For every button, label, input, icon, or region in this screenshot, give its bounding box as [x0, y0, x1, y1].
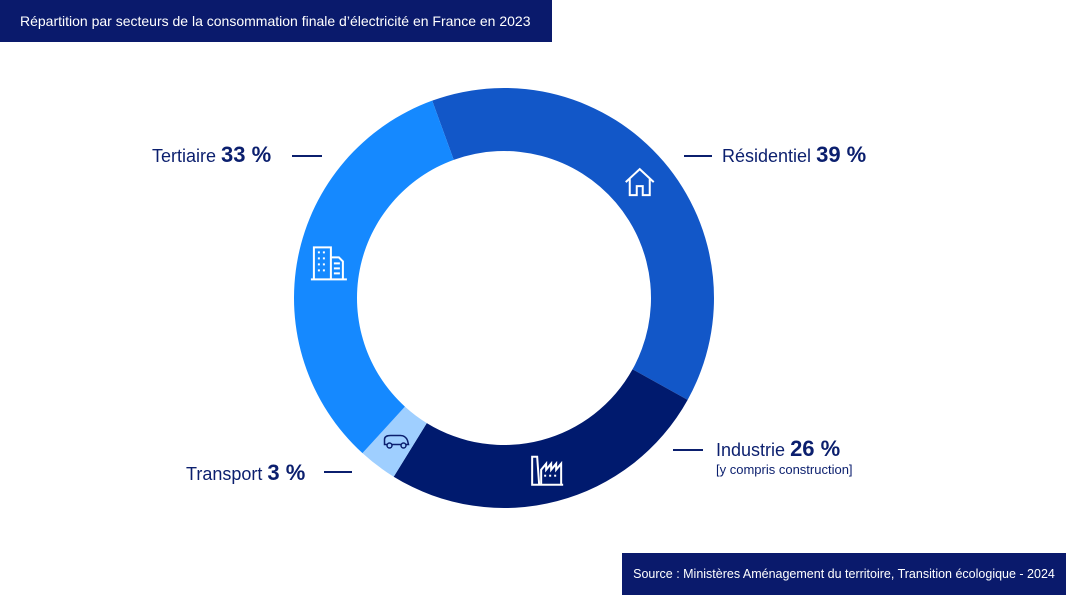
slice-name: Industrie — [716, 440, 786, 460]
house-icon — [625, 167, 655, 197]
donut-slice-industrie — [393, 369, 688, 508]
factory-icon — [531, 455, 564, 486]
slice-name: Tertiaire — [152, 146, 217, 166]
label-tertiaire: Tertiaire 33 % — [152, 142, 271, 168]
slice-value: 3 % — [267, 460, 306, 485]
chart-title: Répartition par secteurs de la consommat… — [0, 0, 552, 42]
label-industrie: Industrie 26 % [y compris construction] — [716, 436, 853, 477]
leader-line-transport — [324, 471, 352, 473]
leader-line-industrie — [673, 449, 703, 451]
donut-slice-tertiaire — [293, 100, 454, 454]
donut-slice-residentiel — [432, 88, 714, 400]
leader-line-tertiaire — [292, 155, 322, 157]
source-note: Source : Ministères Aménagement du terri… — [622, 553, 1066, 595]
slice-value: 26 % — [790, 436, 841, 461]
donut-slice-transport — [362, 406, 427, 477]
slice-value: 33 % — [221, 142, 272, 167]
slice-name: Résidentiel — [722, 146, 812, 166]
leader-line-residentiel — [684, 155, 712, 157]
slice-name: Transport — [186, 464, 263, 484]
label-residentiel: Résidentiel 39 % — [722, 142, 866, 168]
electric-car-icon — [383, 434, 410, 449]
slice-note: [y compris construction] — [716, 462, 853, 477]
office-building-icon — [310, 246, 347, 281]
slice-value: 39 % — [816, 142, 867, 167]
label-transport: Transport 3 % — [186, 460, 305, 486]
